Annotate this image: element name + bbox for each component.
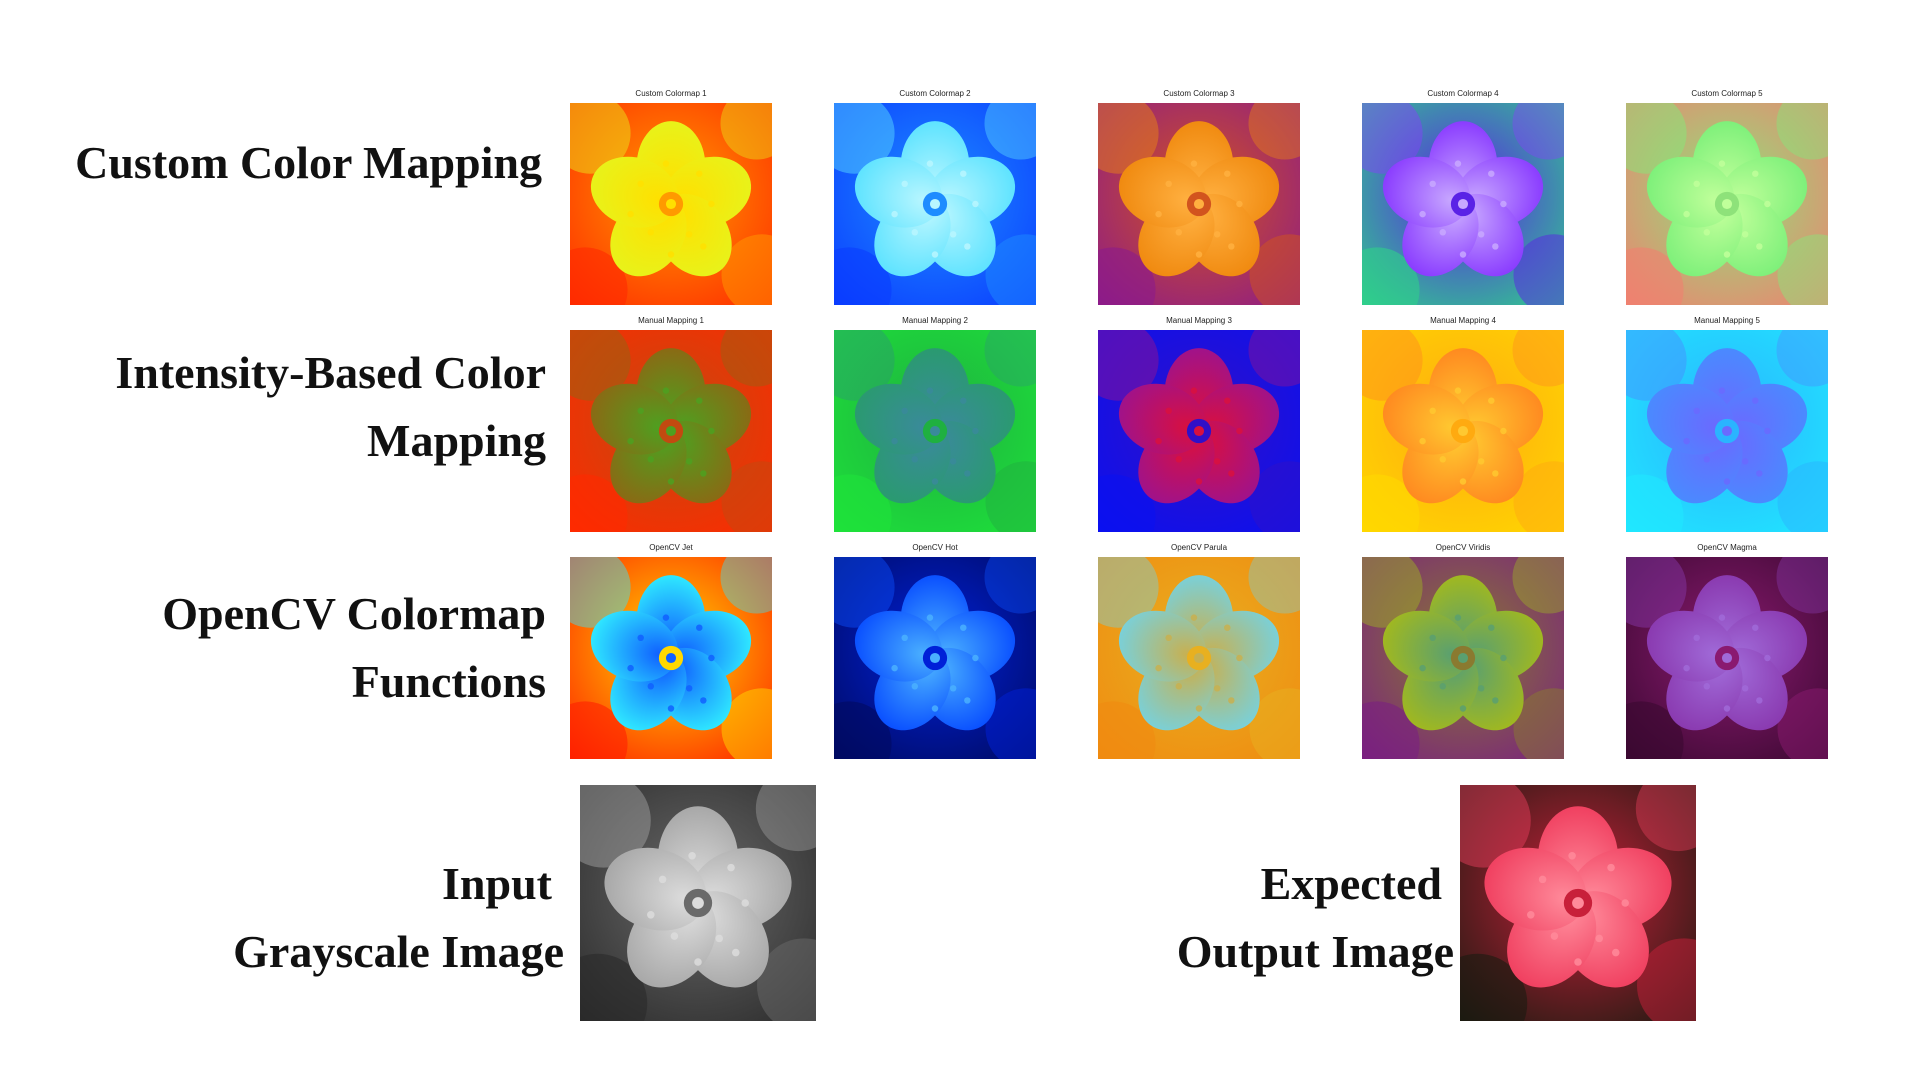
colormap-tile xyxy=(570,330,772,532)
colormap-tile xyxy=(1626,103,1828,305)
tile-title: Custom Colormap 5 xyxy=(1691,89,1763,98)
tile-title: Custom Colormap 4 xyxy=(1427,89,1499,98)
colormap-tile xyxy=(570,557,772,759)
tile-title: Custom Colormap 1 xyxy=(635,89,707,98)
input-grayscale-image xyxy=(580,785,816,1021)
tile-title: Custom Colormap 2 xyxy=(899,89,971,98)
tile-title: Custom Colormap 3 xyxy=(1163,89,1235,98)
expected-output-image-label: Expected Output Image xyxy=(1176,858,1454,977)
colormap-tile xyxy=(834,103,1036,305)
colormap-tile xyxy=(1362,330,1564,532)
tile-title: Manual Mapping 3 xyxy=(1166,316,1232,325)
colormap-tile xyxy=(1362,103,1564,305)
tile-title: Manual Mapping 4 xyxy=(1430,316,1496,325)
tile-title: OpenCV Parula xyxy=(1170,543,1228,552)
tile-title: Manual Mapping 2 xyxy=(902,316,968,325)
tile-title: OpenCV Jet xyxy=(649,543,693,552)
row-label-opencv-colormap-functions: OpenCV Colormap Functions xyxy=(162,588,546,707)
colormap-tile xyxy=(1362,557,1564,759)
colormap-tile xyxy=(570,103,772,305)
tile-title: OpenCV Magma xyxy=(1697,543,1757,552)
row-label-custom-color-mapping: Custom Color Mapping xyxy=(75,137,542,188)
row-label-intensity-based-color-mapping: Intensity-Based Color Mapping xyxy=(115,347,546,466)
colormap-tile xyxy=(1626,330,1828,532)
colormap-tile xyxy=(1098,557,1300,759)
tile-title: OpenCV Hot xyxy=(912,543,958,552)
tile-title: Manual Mapping 5 xyxy=(1694,316,1760,325)
expected-output-image xyxy=(1460,785,1696,1021)
colormap-tile xyxy=(1098,330,1300,532)
input-grayscale-image-label: Input Grayscale Image xyxy=(233,858,564,977)
colormap-tile xyxy=(834,557,1036,759)
tile-title: Manual Mapping 1 xyxy=(638,316,704,325)
tile-title: OpenCV Viridis xyxy=(1435,543,1491,552)
colormap-tile xyxy=(1098,103,1300,305)
colormap-tile xyxy=(1626,557,1828,759)
colormap-tile xyxy=(834,330,1036,532)
